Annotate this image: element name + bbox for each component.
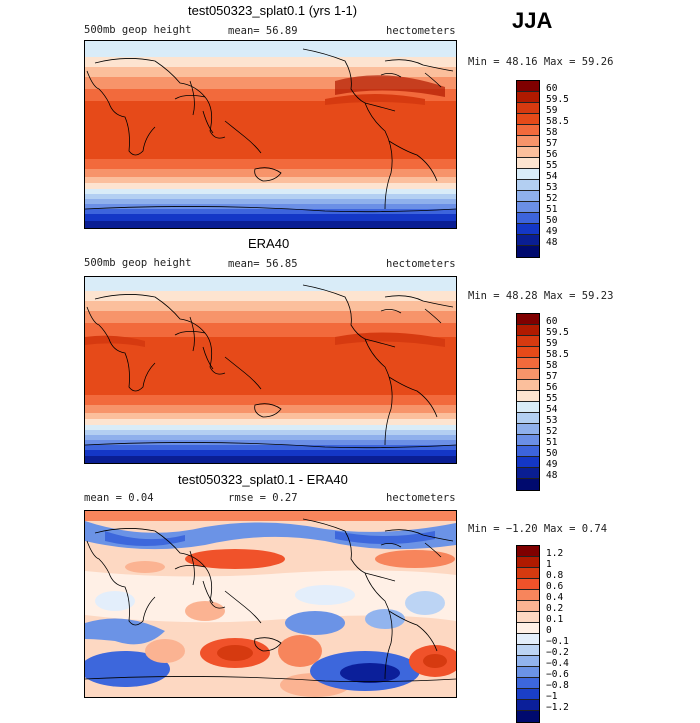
panel3-rmse-label: rmse = 0.27 — [228, 492, 298, 504]
panel3-units-label: hectometers — [386, 492, 456, 504]
panel2-legend-label: 59 — [546, 338, 558, 349]
panel1-legend-label: 58 — [546, 127, 558, 138]
panel2-legend-label: 49 — [546, 459, 558, 470]
panel2-legend-label: 56 — [546, 382, 558, 393]
panel1-legend-label: 53 — [546, 182, 558, 193]
panel1-legend-label: 58.5 — [546, 116, 569, 127]
panel2-legend-label: 59.5 — [546, 327, 569, 338]
panel1-legend-label: 52 — [546, 193, 558, 204]
panel1-legend-label: 56 — [546, 149, 558, 160]
panel1-left-label: 500mb geop height — [84, 24, 192, 36]
panel3-legend-label: −0.1 — [546, 636, 569, 647]
panel2-legend-label: 48 — [546, 470, 558, 481]
panel1-legend-label: 55 — [546, 160, 558, 171]
panel1-map — [84, 40, 457, 229]
panel1-legend-label: 59.5 — [546, 94, 569, 105]
panel3-legend-label: −0.4 — [546, 658, 569, 669]
season-label: JJA — [512, 8, 553, 33]
panel2-mean-label: mean= 56.85 — [228, 258, 298, 270]
panel3-legend-label: 0.1 — [546, 614, 564, 625]
panel1-legend-label: 49 — [546, 226, 558, 237]
panel2-left-label: 500mb geop height — [84, 257, 192, 269]
panel1-units-label: hectometers — [386, 25, 456, 37]
panel3-legend-label: 1.2 — [546, 548, 564, 559]
panel3-legend-label: −0.2 — [546, 647, 569, 658]
panel1-legend-label: 57 — [546, 138, 558, 149]
panel3-legend-label: 0.2 — [546, 603, 564, 614]
panel2-legend-label: 50 — [546, 448, 558, 459]
panel1-legend-label: 48 — [546, 237, 558, 248]
panel3-colorbar — [516, 545, 540, 723]
panel1-mean-label: mean= 56.89 — [228, 25, 298, 37]
panel2-units-label: hectometers — [386, 258, 456, 270]
panel2-legend-label: 51 — [546, 437, 558, 448]
panel3-map — [84, 510, 457, 698]
panel3-legend-label: 0.8 — [546, 570, 564, 581]
panel3-minmax: Min = −1.20 Max = 0.74 — [468, 523, 608, 535]
panel3-legend-label: −1 — [546, 691, 558, 702]
panel2-legend-label: 58.5 — [546, 349, 569, 360]
panel1-legend-label: 60 — [546, 83, 558, 94]
panel1-legend-label: 54 — [546, 171, 558, 182]
panel1-minmax: Min = 48.16 Max = 59.26 — [468, 56, 614, 68]
panel2-legend-label: 53 — [546, 415, 558, 426]
panel3-legend-label: 0 — [546, 625, 552, 636]
panel2-colorbar — [516, 313, 540, 491]
panel3-legend-label: 0.6 — [546, 581, 564, 592]
panel3-legend-label: −0.6 — [546, 669, 569, 680]
panel2-legend-label: 55 — [546, 393, 558, 404]
panel3-title: test050323_splat0.1 - ERA40 — [178, 472, 348, 487]
panel2-legend-label: 58 — [546, 360, 558, 371]
panel1-legend-label: 59 — [546, 105, 558, 116]
panel2-map — [84, 276, 457, 464]
panel1-title: test050323_splat0.1 (yrs 1-1) — [188, 3, 358, 18]
panel2-legend-label: 60 — [546, 316, 558, 327]
panel1-legend-label: 51 — [546, 204, 558, 215]
panel2-legend-label: 54 — [546, 404, 558, 415]
panel3-legend-label: −0.8 — [546, 680, 569, 691]
panel1-colorbar — [516, 80, 540, 258]
panel2-legend-label: 57 — [546, 371, 558, 382]
panel3-legend-label: 1 — [546, 559, 552, 570]
panel1-legend-label: 50 — [546, 215, 558, 226]
panel3-legend-label: 0.4 — [546, 592, 564, 603]
panel3-legend-label: −1.2 — [546, 702, 569, 713]
panel2-title: ERA40 — [248, 236, 290, 251]
panel3-mean-label: mean = 0.04 — [84, 492, 154, 504]
panel2-legend-label: 52 — [546, 426, 558, 437]
panel2-minmax: Min = 48.28 Max = 59.23 — [468, 290, 614, 302]
